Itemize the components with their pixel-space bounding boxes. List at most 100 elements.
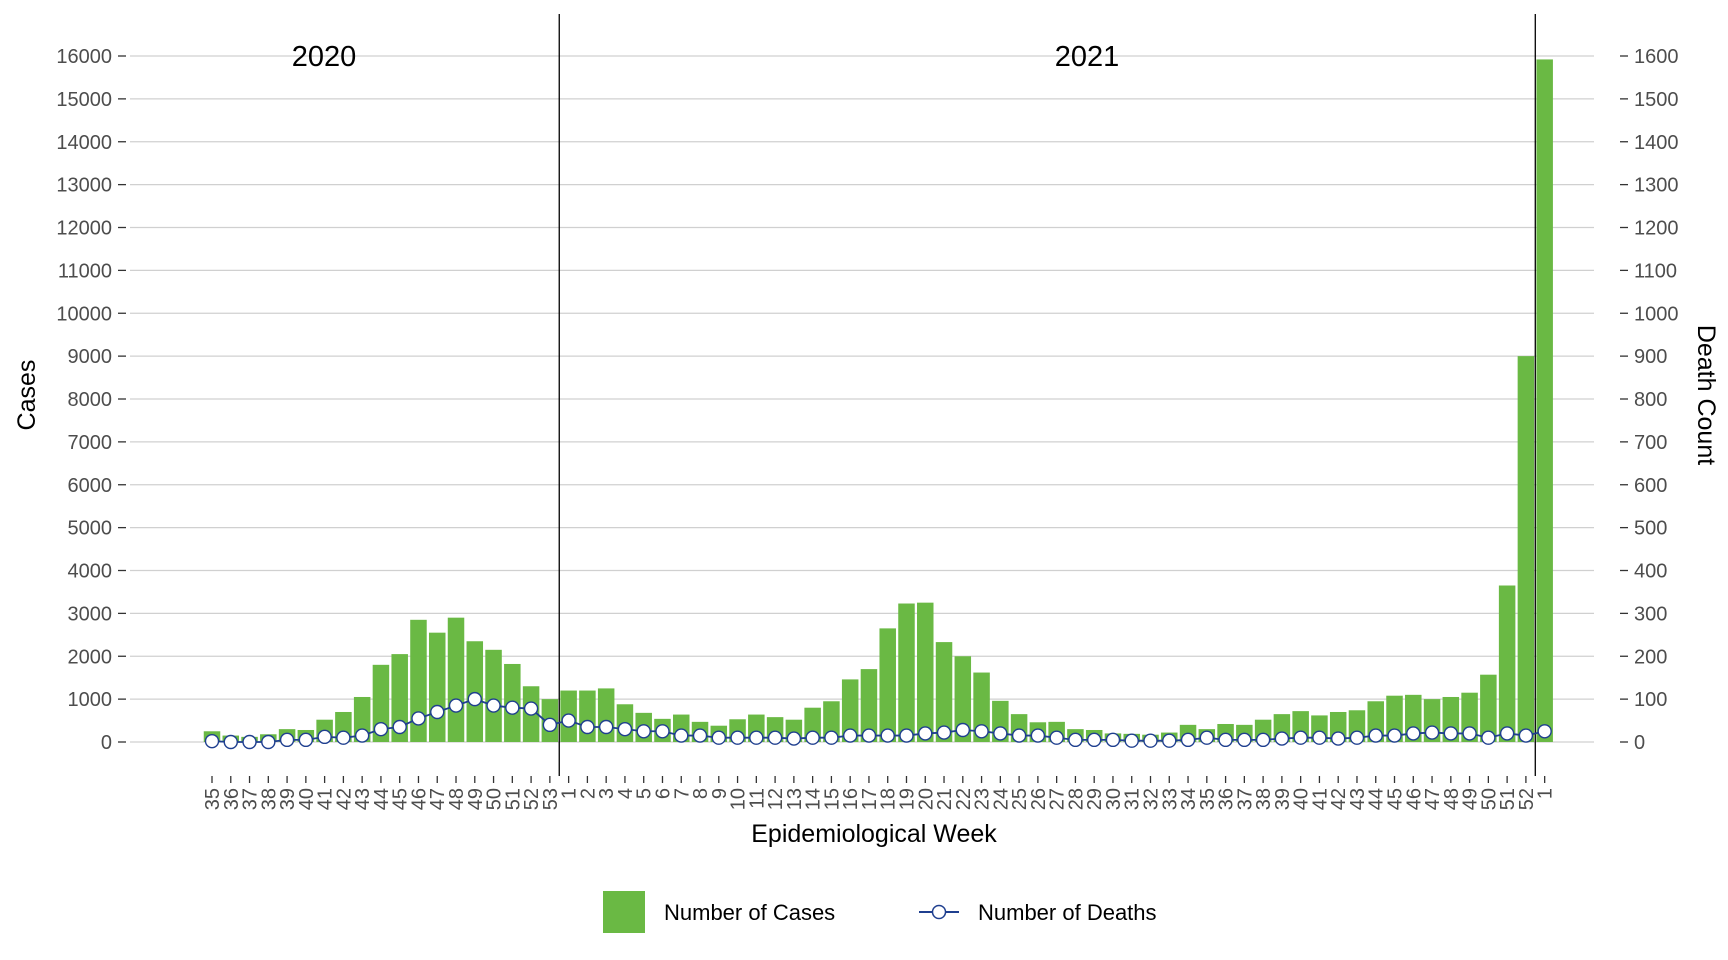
deaths-point	[1237, 732, 1252, 748]
y2-tick-label: 0	[1634, 732, 1645, 754]
x-tick-label: 17	[859, 788, 881, 810]
x-axis-title: Epidemiological Week	[751, 820, 997, 848]
deaths-point	[1105, 732, 1121, 748]
y2-tick-label: 300	[1634, 603, 1667, 625]
deaths-point	[655, 724, 670, 739]
y-tick-label: 9000	[68, 346, 113, 368]
deaths-point	[242, 734, 257, 750]
y-tick-label: 12000	[56, 218, 112, 240]
x-tick-label: 28	[1065, 788, 1087, 810]
y-tick-label: 1000	[68, 689, 113, 711]
deaths-point	[1462, 726, 1477, 741]
deaths-point	[805, 730, 820, 745]
x-tick-label: 38	[1253, 788, 1275, 810]
x-tick-label: 2	[577, 788, 599, 799]
gridlines	[130, 55, 1594, 743]
cases-bar	[841, 679, 859, 742]
x-tick-label: 37	[240, 788, 262, 810]
deaths-point	[1255, 732, 1271, 748]
cases-bar	[410, 619, 427, 742]
deaths-point	[1387, 728, 1402, 743]
y-tick-label: 5000	[68, 518, 113, 540]
y2-tick-label: 600	[1634, 475, 1667, 497]
x-tick-label: 46	[1403, 788, 1425, 810]
y2-tick-label: 1100	[1634, 260, 1677, 282]
year-label-2021: 2021	[1055, 41, 1120, 73]
deaths-point	[580, 719, 595, 735]
deaths-point	[692, 728, 708, 743]
x-tick-label: 13	[784, 788, 806, 810]
deaths-point	[336, 730, 351, 745]
x-tick-label: 45	[1385, 788, 1407, 810]
x-tick-label: 21	[934, 788, 956, 810]
right-axis: 0 100 200 300 400 500 600 700 800 900 1000 1100 1200…	[1620, 46, 1679, 754]
y2-tick-label: 100	[1634, 689, 1667, 711]
cases-bar	[1498, 585, 1516, 742]
y2-tick-label: 800	[1634, 389, 1667, 411]
deaths-point	[542, 717, 558, 733]
deaths-point	[955, 722, 970, 738]
x-tick-label: 50	[1478, 788, 1500, 810]
deaths-point	[223, 734, 238, 750]
deaths-point	[523, 701, 539, 716]
y-tick-label: 13000	[56, 175, 112, 197]
deaths-point	[1218, 732, 1233, 748]
y2-tick-label: 500	[1634, 518, 1667, 540]
deaths-point	[674, 728, 689, 743]
deaths-point	[617, 721, 633, 737]
y2-tick-label: 1200	[1634, 218, 1679, 240]
y2-tick-label: 1500	[1634, 89, 1679, 111]
y-tick-label: 10000	[56, 303, 112, 325]
x-tick-label: 18	[878, 788, 900, 810]
x-tick-label: 46	[408, 788, 430, 810]
y-tick-label: 14000	[56, 132, 112, 154]
cases-bar	[579, 690, 596, 742]
y-tick-label: 15000	[56, 89, 112, 111]
deaths-point	[824, 730, 839, 745]
x-tick-label: 15	[821, 788, 843, 810]
x-tick-label: 51	[1497, 788, 1519, 810]
y2-tick-label: 1600	[1634, 46, 1679, 68]
deaths-point	[317, 729, 332, 745]
x-tick-label: 35	[202, 788, 224, 810]
y2-tick-label: 1300	[1634, 175, 1679, 197]
cases-bar	[935, 642, 953, 742]
x-tick-label: 51	[502, 788, 524, 810]
cases-bar	[372, 664, 390, 742]
x-tick-label: 1	[559, 788, 581, 799]
x-tick-label: 45	[390, 788, 412, 810]
deaths-point	[842, 728, 858, 743]
x-tick-label: 39	[1272, 788, 1294, 810]
x-tick-label: 41	[315, 788, 337, 810]
x-tick-label: 49	[465, 788, 487, 810]
x-tick-label: 40	[296, 788, 318, 810]
deaths-point	[1406, 726, 1421, 741]
x-tick-label: 24	[990, 788, 1012, 810]
x-tick-label: 40	[1291, 788, 1313, 810]
y2-tick-label: 400	[1634, 561, 1667, 583]
x-tick-label: 22	[953, 788, 975, 810]
x-tick-label: 10	[728, 788, 750, 810]
deaths-point	[1124, 733, 1139, 748]
x-tick-label: 29	[1084, 788, 1106, 810]
cases-bar	[917, 602, 934, 742]
deaths-point	[1199, 730, 1215, 745]
deaths-point	[354, 728, 370, 743]
deaths-point	[880, 728, 895, 743]
deaths-point	[373, 721, 389, 737]
x-tick-label: 19	[896, 788, 918, 810]
x-tick-label: 44	[1366, 788, 1388, 810]
deaths-point	[1481, 730, 1496, 745]
x-tick-label: 20	[915, 788, 937, 810]
left-axis: 0 1000 2000 3000 4000 5000 6000 7000 8000 9000 100…	[56, 46, 126, 754]
x-tick-label: 5	[634, 788, 656, 799]
y-tick-label: 0	[101, 732, 112, 754]
cases-bar	[879, 628, 896, 742]
y-tick-label: 11000	[58, 260, 112, 282]
x-tick-label: 36	[1216, 788, 1238, 810]
deaths-point	[561, 713, 576, 728]
x-tick-label: 30	[1103, 788, 1125, 810]
cases-bar	[428, 632, 446, 742]
deaths-point	[1443, 726, 1459, 741]
